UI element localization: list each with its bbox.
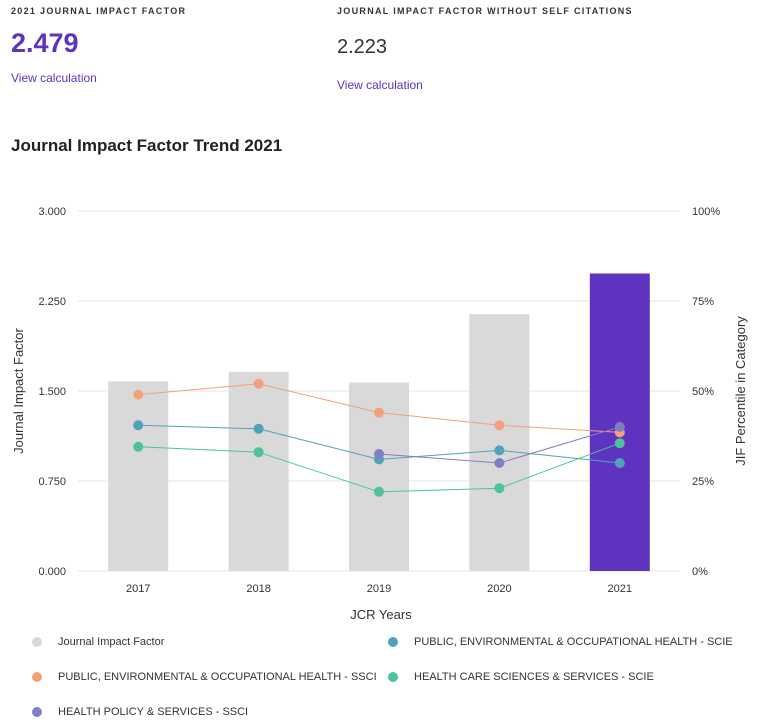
legend-swatch	[388, 637, 398, 647]
jif-bar-2020	[469, 314, 530, 571]
series-point	[494, 420, 505, 431]
legend-label: PUBLIC, ENVIRONMENTAL & OCCUPATIONAL HEA…	[58, 671, 377, 683]
series-point	[133, 420, 144, 431]
x-tick-label: 2017	[126, 583, 150, 595]
series-point	[614, 438, 625, 449]
series-point	[133, 441, 144, 452]
jif-bar-2018	[228, 371, 289, 571]
legend-item[interactable]: PUBLIC, ENVIRONMENTAL & OCCUPATIONAL HEA…	[32, 671, 377, 683]
y2-tick-label: 50%	[692, 386, 714, 398]
legend-swatch	[32, 672, 42, 682]
legend-label: HEALTH POLICY & SERVICES - SSCI	[58, 706, 249, 718]
jif-metric: 2021 JOURNAL IMPACT FACTOR 2.479 View ca…	[11, 0, 186, 85]
x-tick-label: 2020	[487, 583, 511, 595]
legend-label: Journal Impact Factor	[58, 636, 165, 648]
jif-no-self-value: 2.223	[337, 36, 388, 58]
jif-trend-chart: 0.000 0.750 1.500 2.250 3.000 0% 25% 50% 75% 100%…	[11, 206, 748, 622]
jif-value: 2.479	[11, 28, 79, 58]
series-point	[494, 483, 505, 494]
legend-swatch	[32, 707, 42, 717]
y-axis-title: Journal Impact Factor	[11, 327, 26, 453]
series-point	[374, 449, 384, 459]
series-point	[253, 378, 264, 389]
series-point	[494, 458, 505, 468]
legend-item[interactable]: HEALTH POLICY & SERVICES - SSCI	[32, 706, 248, 718]
jif-no-self-metric: JOURNAL IMPACT FACTOR WITHOUT SELF CITAT…	[337, 0, 633, 92]
legend-swatch	[388, 672, 398, 682]
y-tick-label: 1.500	[38, 386, 66, 398]
y-tick-label: 0.750	[38, 476, 66, 488]
x-tick-label: 2019	[367, 583, 391, 595]
y2-tick-label: 25%	[692, 476, 714, 488]
x-axis-title: JCR Years	[350, 607, 412, 622]
legend-item[interactable]: HEALTH CARE SCIENCES & SERVICES - SCIE	[388, 671, 654, 683]
y2-tick-label: 0%	[692, 566, 708, 578]
y-tick-label: 0.000	[38, 566, 66, 578]
series-point	[253, 447, 264, 458]
jif-bar-2017	[108, 381, 169, 571]
series-point	[614, 458, 625, 468]
x-tick-label: 2018	[246, 583, 270, 595]
y2-tick-label: 100%	[692, 206, 720, 218]
jif-label: 2021 JOURNAL IMPACT FACTOR	[11, 6, 187, 16]
chart-legend: Journal Impact Factor PUBLIC, ENVIRONMENT…	[0, 630, 768, 728]
series-point	[494, 445, 505, 456]
view-calculation-link-2[interactable]: View calculation	[337, 78, 423, 92]
jif-no-self-label: JOURNAL IMPACT FACTOR WITHOUT SELF CITAT…	[337, 6, 633, 16]
series-point	[133, 389, 144, 400]
y2-axis-title: JIF Percentile in Category	[733, 316, 748, 466]
legend-label: HEALTH CARE SCIENCES & SERVICES - SCIE	[414, 671, 654, 683]
series-point	[374, 486, 384, 497]
series-point	[614, 422, 625, 432]
legend-swatch	[32, 637, 42, 647]
legend-item[interactable]: PUBLIC, ENVIRONMENTAL & OCCUPATIONAL HEA…	[388, 636, 733, 648]
chart-title: Journal Impact Factor Trend 2021	[11, 136, 283, 155]
view-calculation-link[interactable]: View calculation	[11, 71, 97, 85]
legend-item[interactable]: Journal Impact Factor	[32, 636, 164, 648]
series-point	[253, 423, 264, 434]
series-point	[374, 407, 384, 418]
x-tick-label: 2021	[608, 583, 632, 595]
y-tick-label: 2.250	[38, 296, 66, 308]
y-tick-label: 3.000	[38, 206, 66, 218]
y2-tick-label: 75%	[692, 296, 714, 308]
legend-label: PUBLIC, ENVIRONMENTAL & OCCUPATIONAL HEA…	[414, 636, 733, 648]
